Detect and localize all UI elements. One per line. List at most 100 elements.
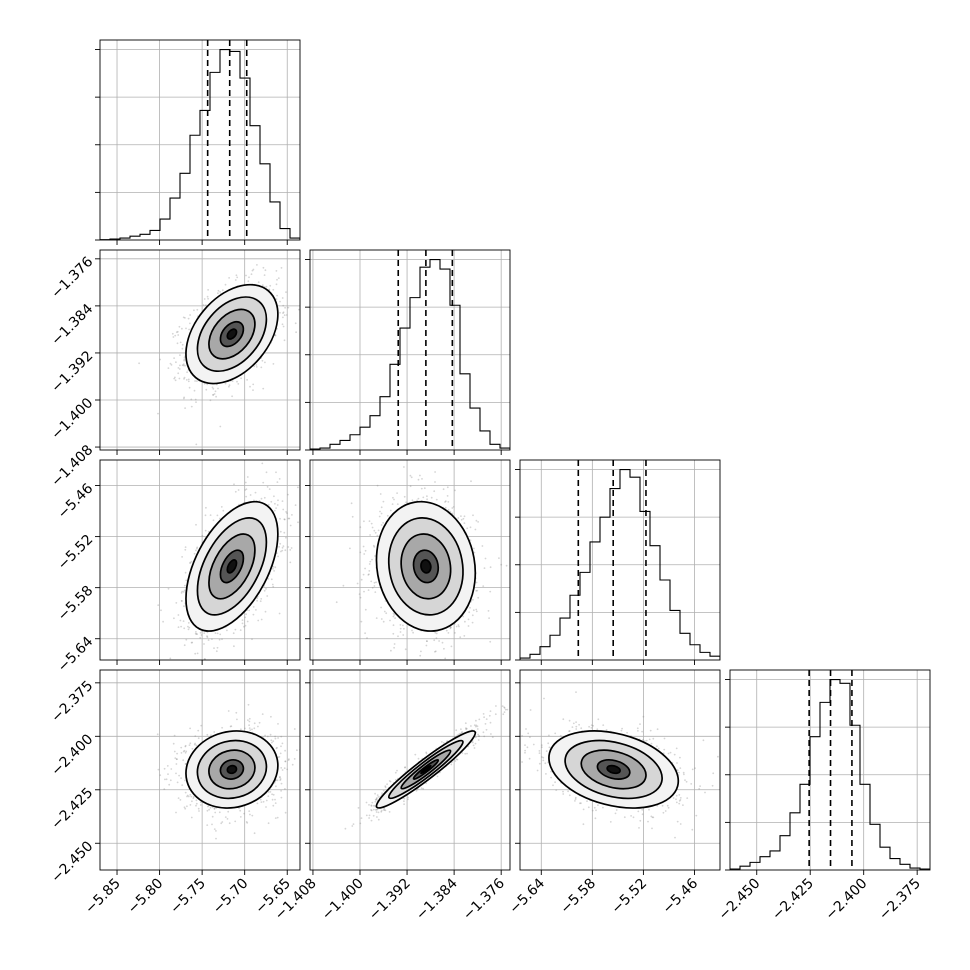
scatter-point <box>167 367 170 369</box>
scatter-point <box>454 489 456 492</box>
scatter-point <box>190 641 193 644</box>
scatter-point <box>287 546 290 548</box>
scatter-point <box>270 739 273 742</box>
scatter-point <box>159 358 162 361</box>
scatter-point <box>181 364 184 366</box>
scatter-point <box>372 544 375 547</box>
scatter-point <box>280 735 283 738</box>
scatter-point <box>175 331 178 334</box>
scatter-point <box>281 500 284 502</box>
scatter-point <box>433 490 436 493</box>
scatter-point <box>403 627 405 630</box>
scatter-point <box>404 648 407 651</box>
scatter-point <box>284 549 287 552</box>
scatter-point <box>185 379 188 381</box>
scatter-point <box>444 657 447 660</box>
scatter-point <box>254 491 257 494</box>
scatter-point <box>380 606 382 609</box>
scatter-point <box>162 620 165 623</box>
scatter-point <box>209 399 212 402</box>
scatter-point <box>289 561 292 564</box>
scatter-point <box>215 395 218 398</box>
scatter-point <box>489 566 492 569</box>
scatter-point <box>462 615 465 618</box>
scatter-point <box>211 823 213 826</box>
scatter-point <box>184 745 187 748</box>
scatter-point <box>206 295 209 298</box>
scatter-point <box>246 620 249 623</box>
scatter-point <box>442 672 444 674</box>
scatter-point <box>488 617 490 619</box>
scatter-point <box>450 626 452 629</box>
scatter-point <box>233 483 235 486</box>
scatter-point <box>159 774 162 777</box>
scatter-point <box>182 316 185 319</box>
scatter-point <box>199 636 202 639</box>
scatter-point <box>282 312 284 314</box>
scatter-point <box>467 618 470 621</box>
scatter-point <box>363 520 365 523</box>
scatter-point <box>176 342 179 345</box>
scatter-point <box>255 609 257 611</box>
scatter-point <box>262 387 265 390</box>
scatter-point <box>416 499 418 502</box>
scatter-point <box>207 289 210 291</box>
scatter-point <box>175 602 178 604</box>
scatter-point <box>234 279 237 281</box>
scatter-point <box>394 617 396 619</box>
scatter-point <box>231 380 234 382</box>
scatter-point <box>181 590 184 593</box>
scatter-point <box>252 613 255 616</box>
contour-line <box>420 559 432 574</box>
scatter-point <box>275 283 278 286</box>
scatter-point <box>263 589 266 592</box>
contour-line <box>219 549 245 584</box>
scatter-point <box>276 481 279 483</box>
scatter-point <box>272 565 275 568</box>
scatter-point <box>417 478 420 481</box>
scatter-point <box>183 376 186 379</box>
scatter-point <box>374 531 377 534</box>
scatter-point <box>267 822 270 825</box>
contour-line <box>196 296 268 373</box>
scatter-point <box>364 608 367 611</box>
scatter-point <box>221 638 223 641</box>
scatter-point <box>457 624 460 626</box>
scatter-point <box>279 778 282 780</box>
panel-frame <box>99 39 301 241</box>
scatter-point <box>194 742 197 745</box>
scatter-point <box>275 507 277 509</box>
scatter-point <box>472 609 475 612</box>
scatter-point <box>245 488 248 491</box>
scatter-point <box>371 558 373 561</box>
scatter-point <box>374 591 377 593</box>
scatter-point <box>375 581 377 584</box>
scatter-point <box>274 817 277 819</box>
scatter-point <box>180 600 183 602</box>
scatter-point <box>262 266 265 269</box>
scatter-point <box>498 557 500 559</box>
scatter-point <box>420 487 423 490</box>
scatter-point <box>187 628 190 631</box>
scatter-point <box>280 267 283 269</box>
scatter-point <box>283 339 286 342</box>
scatter-point <box>447 501 450 503</box>
scatter-point <box>426 640 428 642</box>
scatter-point <box>376 484 379 487</box>
scatter-point <box>458 625 460 628</box>
density-level <box>420 559 431 573</box>
scatter-point <box>368 520 371 522</box>
scatter-point <box>255 364 258 366</box>
scatter-point <box>287 759 290 761</box>
scatter-point <box>441 641 444 644</box>
scatter-point <box>187 380 190 383</box>
scatter-point <box>470 480 472 483</box>
scatter-point <box>288 517 291 520</box>
scatter-point <box>283 531 286 534</box>
scatter-point <box>221 289 224 292</box>
scatter-point <box>211 638 213 640</box>
scatter-point <box>476 589 479 592</box>
scatter-point <box>279 542 282 545</box>
scatter-point <box>272 363 275 365</box>
scatter-point <box>279 752 282 755</box>
